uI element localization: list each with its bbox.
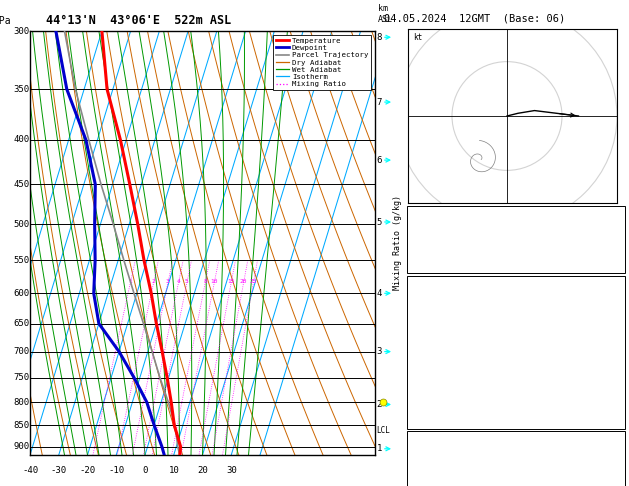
Text: 700: 700 [13,347,30,356]
Text: CIN (J): CIN (J) [411,408,449,417]
Text: 6: 6 [377,156,382,165]
Legend: Temperature, Dewpoint, Parcel Trajectory, Dry Adiabat, Wet Adiabat, Isotherm, Mi: Temperature, Dewpoint, Parcel Trajectory… [273,35,371,90]
Text: 4: 4 [177,278,180,284]
Text: 30: 30 [226,466,237,475]
Text: 800: 800 [13,398,30,407]
Text: 7: 7 [377,98,382,106]
Text: 25: 25 [250,278,257,284]
Text: K: K [411,213,417,223]
Text: 25: 25 [610,213,621,223]
Text: 300: 300 [13,27,30,35]
Text: 2: 2 [152,278,155,284]
Text: θₑ(K): θₑ(K) [411,344,438,352]
Text: 0: 0 [142,466,148,475]
Text: 600: 600 [13,289,30,298]
Text: 308: 308 [604,478,621,486]
Text: CAPE (J): CAPE (J) [411,386,454,395]
Text: 350: 350 [13,85,30,94]
Text: Surface: Surface [497,279,535,288]
Text: 850: 850 [13,420,30,430]
Text: 450: 450 [13,180,30,189]
Text: Dewp (°C): Dewp (°C) [411,322,460,331]
Text: km
ASL: km ASL [378,4,393,24]
Text: 04.05.2024  12GMT  (Base: 06): 04.05.2024 12GMT (Base: 06) [384,14,565,24]
Text: 800: 800 [604,456,621,465]
Text: 3: 3 [166,278,170,284]
Text: Lifted Index: Lifted Index [411,365,476,374]
Text: 8: 8 [203,278,207,284]
Text: 8: 8 [377,33,382,42]
Text: -40: -40 [22,466,38,475]
Text: 750: 750 [13,373,30,382]
Text: 45: 45 [610,235,621,244]
Text: 10: 10 [210,278,218,284]
Text: 15: 15 [227,278,235,284]
Text: -20: -20 [79,466,96,475]
Text: 1.67: 1.67 [599,256,621,265]
Text: 12.1: 12.1 [599,301,621,310]
Text: 5: 5 [615,365,621,374]
Text: Temp (°C): Temp (°C) [411,301,460,310]
Text: 0: 0 [615,408,621,417]
Text: 900: 900 [13,442,30,451]
Text: 20: 20 [240,278,247,284]
Text: 10: 10 [169,466,179,475]
Text: Pressure (mb): Pressure (mb) [411,456,481,465]
Text: 5: 5 [185,278,189,284]
Text: 2: 2 [377,400,382,409]
Text: PW (cm): PW (cm) [411,256,449,265]
Text: 1: 1 [615,386,621,395]
Text: 1: 1 [377,444,382,453]
Text: 6.7: 6.7 [604,322,621,331]
Text: 650: 650 [13,319,30,328]
Text: 4: 4 [377,289,382,298]
Text: 550: 550 [13,256,30,265]
Text: 500: 500 [13,220,30,229]
Text: 308: 308 [604,344,621,352]
Text: Mixing Ratio (g/kg): Mixing Ratio (g/kg) [393,195,402,291]
Text: Totals Totals: Totals Totals [411,235,481,244]
Text: © weatheronline.co.uk: © weatheronline.co.uk [467,475,564,484]
Text: 20: 20 [197,466,208,475]
Text: hPa: hPa [0,16,11,26]
Text: 44°13'N  43°06'E  522m ASL: 44°13'N 43°06'E 522m ASL [46,14,231,27]
Text: θₑ (K): θₑ (K) [411,478,443,486]
Text: -10: -10 [108,466,125,475]
Text: kt: kt [413,33,423,42]
Text: 1: 1 [128,278,132,284]
Text: 5: 5 [377,218,382,226]
Text: LCL: LCL [377,426,391,435]
Text: 400: 400 [13,135,30,144]
Text: Most Unstable: Most Unstable [481,435,551,444]
Text: -30: -30 [51,466,67,475]
Text: 3: 3 [377,347,382,356]
